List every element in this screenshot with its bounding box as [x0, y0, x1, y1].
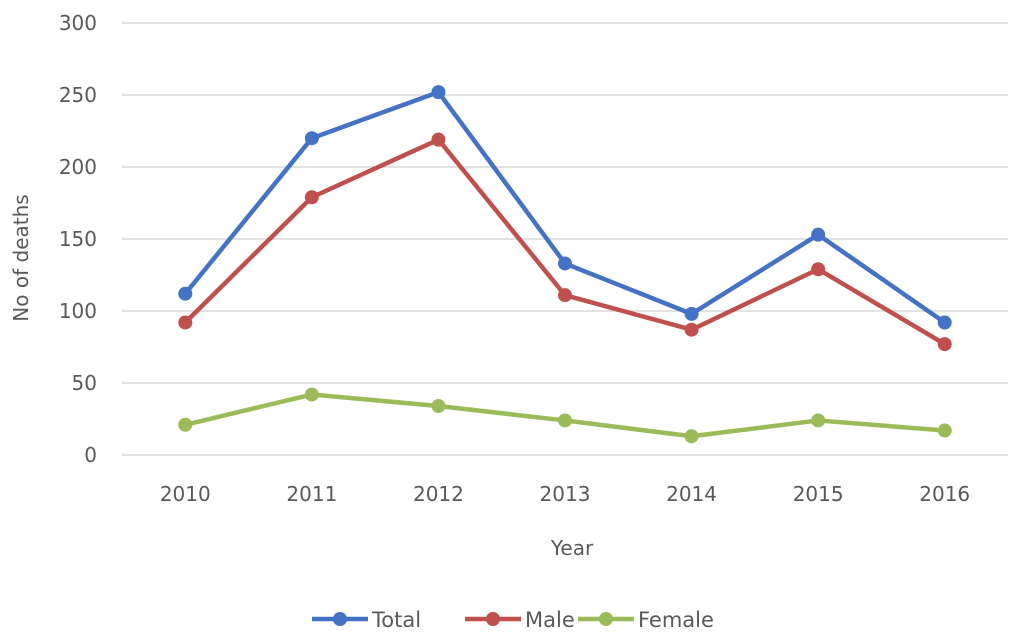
data-point: [558, 256, 572, 271]
y-axis-title: No of deaths: [9, 194, 33, 321]
data-point: [684, 429, 699, 444]
y-tick-label: 100: [59, 299, 97, 323]
x-tick-label: 2016: [919, 482, 970, 506]
legend-entry: Total: [312, 608, 421, 632]
series-total: [178, 85, 952, 330]
y-axis-ticks: 0 50 100 150 200 250 300: [59, 11, 97, 467]
x-tick-label: 2014: [666, 482, 717, 506]
data-point: [178, 286, 193, 301]
data-point: [811, 227, 826, 242]
legend-entry: Male: [465, 608, 575, 632]
data-point: [431, 85, 446, 100]
legend-label: Male: [525, 608, 575, 632]
series-male: [178, 132, 952, 352]
x-axis-ticks: 2010 2011 2012 2013 2014 2015 2016: [160, 482, 970, 506]
legend-label: Female: [638, 608, 714, 632]
data-point: [811, 413, 826, 428]
data-point: [937, 423, 952, 438]
data-point: [178, 417, 193, 432]
legend-entry: Female: [578, 608, 714, 632]
y-tick-label: 200: [59, 155, 97, 179]
series-lines: [178, 85, 952, 444]
data-point: [431, 399, 446, 414]
y-tick-label: 150: [59, 227, 97, 251]
legend-swatch-marker: [599, 612, 613, 626]
data-point: [558, 288, 572, 303]
x-tick-label: 2012: [413, 482, 464, 506]
legend-swatch-marker: [486, 612, 500, 626]
x-tick-label: 2015: [793, 482, 844, 506]
data-point: [937, 315, 952, 330]
y-tick-label: 250: [59, 83, 97, 107]
data-point: [684, 306, 699, 321]
data-point: [304, 131, 319, 146]
legend-label: Total: [371, 608, 421, 632]
legend-swatch-marker: [333, 612, 347, 626]
y-tick-label: 300: [59, 11, 97, 35]
y-tick-label: 0: [84, 443, 97, 467]
x-tick-label: 2011: [286, 482, 337, 506]
data-point: [304, 387, 319, 402]
data-point: [304, 190, 319, 205]
x-axis-title: Year: [550, 536, 594, 560]
data-point: [684, 322, 699, 337]
data-point: [178, 315, 193, 330]
x-tick-label: 2013: [540, 482, 591, 506]
gridlines: [122, 22, 1008, 456]
data-point: [431, 132, 446, 147]
data-point: [937, 337, 952, 352]
legend: Total Male Female: [312, 608, 714, 632]
series-female: [178, 387, 952, 444]
data-point: [811, 262, 826, 277]
y-tick-label: 50: [72, 371, 97, 395]
data-point: [558, 413, 572, 428]
x-tick-label: 2010: [160, 482, 211, 506]
